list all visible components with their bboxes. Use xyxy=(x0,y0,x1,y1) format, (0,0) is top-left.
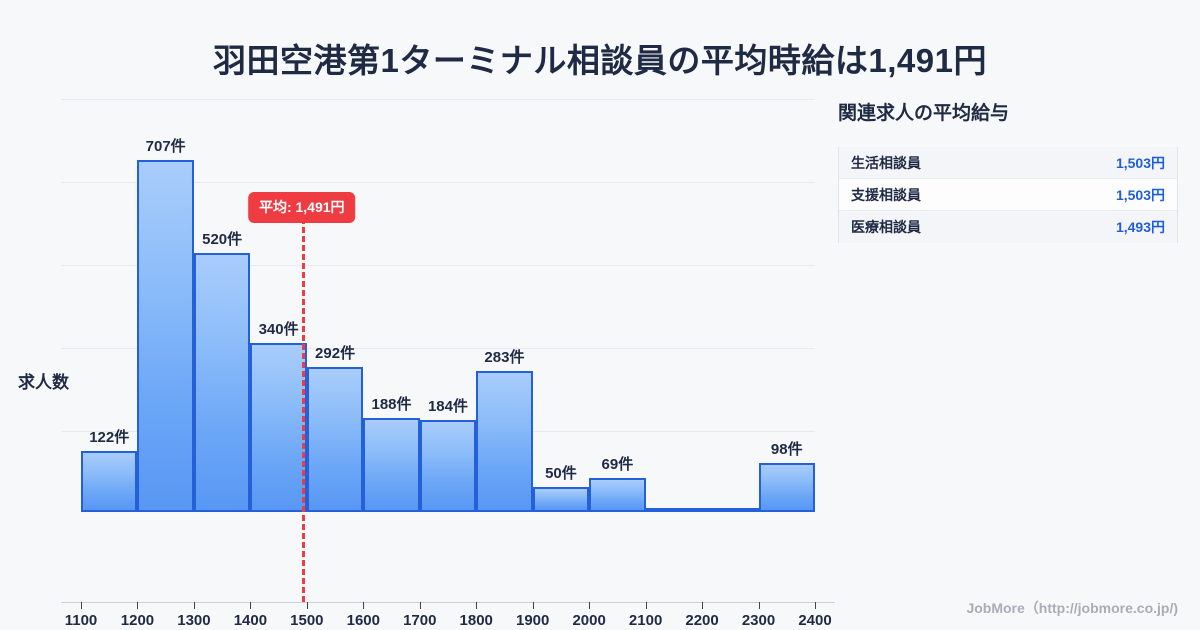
x-axis-tick xyxy=(137,602,139,609)
x-axis-line xyxy=(61,602,835,603)
related-salary-row[interactable]: 生活相談員 1,503円 xyxy=(839,147,1177,179)
x-axis-tick-label: 2200 xyxy=(685,612,719,629)
bar-value-label: 188件 xyxy=(371,396,412,414)
x-axis-tick xyxy=(419,602,421,609)
bar-value-label: 98件 xyxy=(770,441,803,459)
bar-value-label: 69件 xyxy=(601,455,634,473)
x-axis-tick xyxy=(193,602,195,609)
x-axis-tick xyxy=(532,602,534,609)
x-axis-tick-label: 2300 xyxy=(741,612,776,629)
histogram-bar[interactable] xyxy=(193,252,251,512)
bar-value-label: 707件 xyxy=(145,137,186,155)
histogram-bar[interactable] xyxy=(758,463,815,512)
x-axis-tick xyxy=(758,602,760,609)
bar-group[interactable]: 188件 xyxy=(363,100,420,512)
bar-group[interactable] xyxy=(645,100,703,512)
x-axis-tick-label: 1900 xyxy=(516,612,550,629)
x-axis-tick xyxy=(702,602,704,609)
related-salary-row[interactable]: 医療相談員 1,493円 xyxy=(839,211,1177,243)
average-line xyxy=(301,218,305,602)
related-salary-row[interactable]: 支援相談員 1,503円 xyxy=(839,179,1177,211)
x-axis-tick xyxy=(306,602,308,609)
gridline xyxy=(61,181,815,183)
histogram-bar[interactable] xyxy=(306,366,364,512)
histogram-bar[interactable] xyxy=(532,487,590,512)
bar-value-label: 292件 xyxy=(315,344,356,362)
x-axis-tick-label: 1600 xyxy=(346,612,380,629)
histogram-bar[interactable] xyxy=(250,342,307,512)
bar-group[interactable]: 707件 xyxy=(137,100,194,512)
related-salary-table: 生活相談員 1,503円 支援相談員 1,503円 医療相談員 1,493円 xyxy=(838,147,1178,243)
x-axis-tick xyxy=(476,602,478,609)
x-axis-tick-label: 2100 xyxy=(628,612,663,629)
related-salary-amount: 1,493円 xyxy=(1115,219,1165,235)
related-salary-job-label: 生活相談員 xyxy=(851,154,921,171)
x-axis-tick-label: 1100 xyxy=(64,612,98,629)
x-axis-tick-label: 1300 xyxy=(177,612,211,629)
bar-group[interactable]: 520件 xyxy=(193,100,251,512)
histogram-bar[interactable] xyxy=(81,451,138,512)
gridline xyxy=(61,348,815,350)
x-axis-tick-label: 1200 xyxy=(120,612,155,629)
bar-value-label: 283件 xyxy=(484,349,525,367)
histogram-bar[interactable] xyxy=(645,508,703,512)
related-salary-amount: 1,503円 xyxy=(1115,154,1165,171)
related-salary-job-label: 支援相談員 xyxy=(851,186,921,203)
bar-group[interactable]: 50件 xyxy=(532,100,590,512)
x-axis-tick xyxy=(363,602,365,609)
bar-group[interactable]: 122件 xyxy=(81,100,138,512)
histogram-bar[interactable] xyxy=(476,371,533,512)
histogram-bar[interactable] xyxy=(419,420,477,512)
x-axis-tick-label: 1800 xyxy=(459,612,493,629)
page-title: 羽田空港第1ターミナル相談員の平均時給は1,491円 xyxy=(213,42,987,79)
bar-group[interactable]: 184件 xyxy=(419,100,477,512)
gridline xyxy=(61,99,815,100)
y-axis-label: 求人数 xyxy=(18,373,69,392)
bar-group[interactable]: 69件 xyxy=(589,100,646,512)
plot-area: 122件 707件 520件 340件 292件 188件 184件 283件 50件 69件 98… xyxy=(61,99,815,512)
bar-group[interactable]: 340件 xyxy=(250,100,307,512)
average-badge: 平均: 1,491円 xyxy=(247,192,356,223)
x-axis-tick xyxy=(815,602,816,609)
bar-group[interactable]: 98件 xyxy=(758,100,815,512)
x-axis-tick xyxy=(81,602,82,609)
x-axis-tick-label: 1400 xyxy=(233,612,268,629)
related-salary-panel: 関連求人の平均給与 生活相談員 1,503円 支援相談員 1,503円 医療相談員 1,4… xyxy=(838,98,1178,243)
histogram-bar[interactable] xyxy=(363,418,420,512)
footer-attribution: JobMore（http://jobmore.co.jp/) xyxy=(966,600,1178,616)
bar-group[interactable]: 292件 xyxy=(306,100,364,512)
x-axis-tick xyxy=(589,602,591,609)
bar-group[interactable]: 283件 xyxy=(476,100,533,512)
histogram-bar[interactable] xyxy=(137,159,194,512)
related-salary-amount: 1,503円 xyxy=(1115,186,1165,203)
x-axis-tick-label: 1500 xyxy=(290,612,324,629)
histogram-chart: 求人数 122件 707件 520件 340件 292件 188件 184件 283件 50件 6… xyxy=(0,90,835,629)
x-axis-tick-label: 2400 xyxy=(798,612,832,629)
x-axis-tick xyxy=(645,602,647,609)
related-salary-title: 関連求人の平均給与 xyxy=(838,103,1010,124)
bar-group[interactable] xyxy=(702,100,759,512)
bar-value-label: 340件 xyxy=(258,320,299,338)
gridline xyxy=(61,264,815,266)
bar-value-label: 50件 xyxy=(545,465,577,483)
x-axis-tick xyxy=(250,602,252,609)
histogram-bar[interactable] xyxy=(702,508,759,512)
histogram-bar[interactable] xyxy=(589,477,646,512)
x-axis-tick-label: 2000 xyxy=(572,612,606,629)
bar-value-label: 520件 xyxy=(202,230,243,248)
bar-value-label: 184件 xyxy=(427,398,468,416)
x-axis-tick-label: 1700 xyxy=(403,612,437,629)
related-salary-job-label: 医療相談員 xyxy=(851,219,921,235)
bar-value-label: 122件 xyxy=(89,429,130,447)
